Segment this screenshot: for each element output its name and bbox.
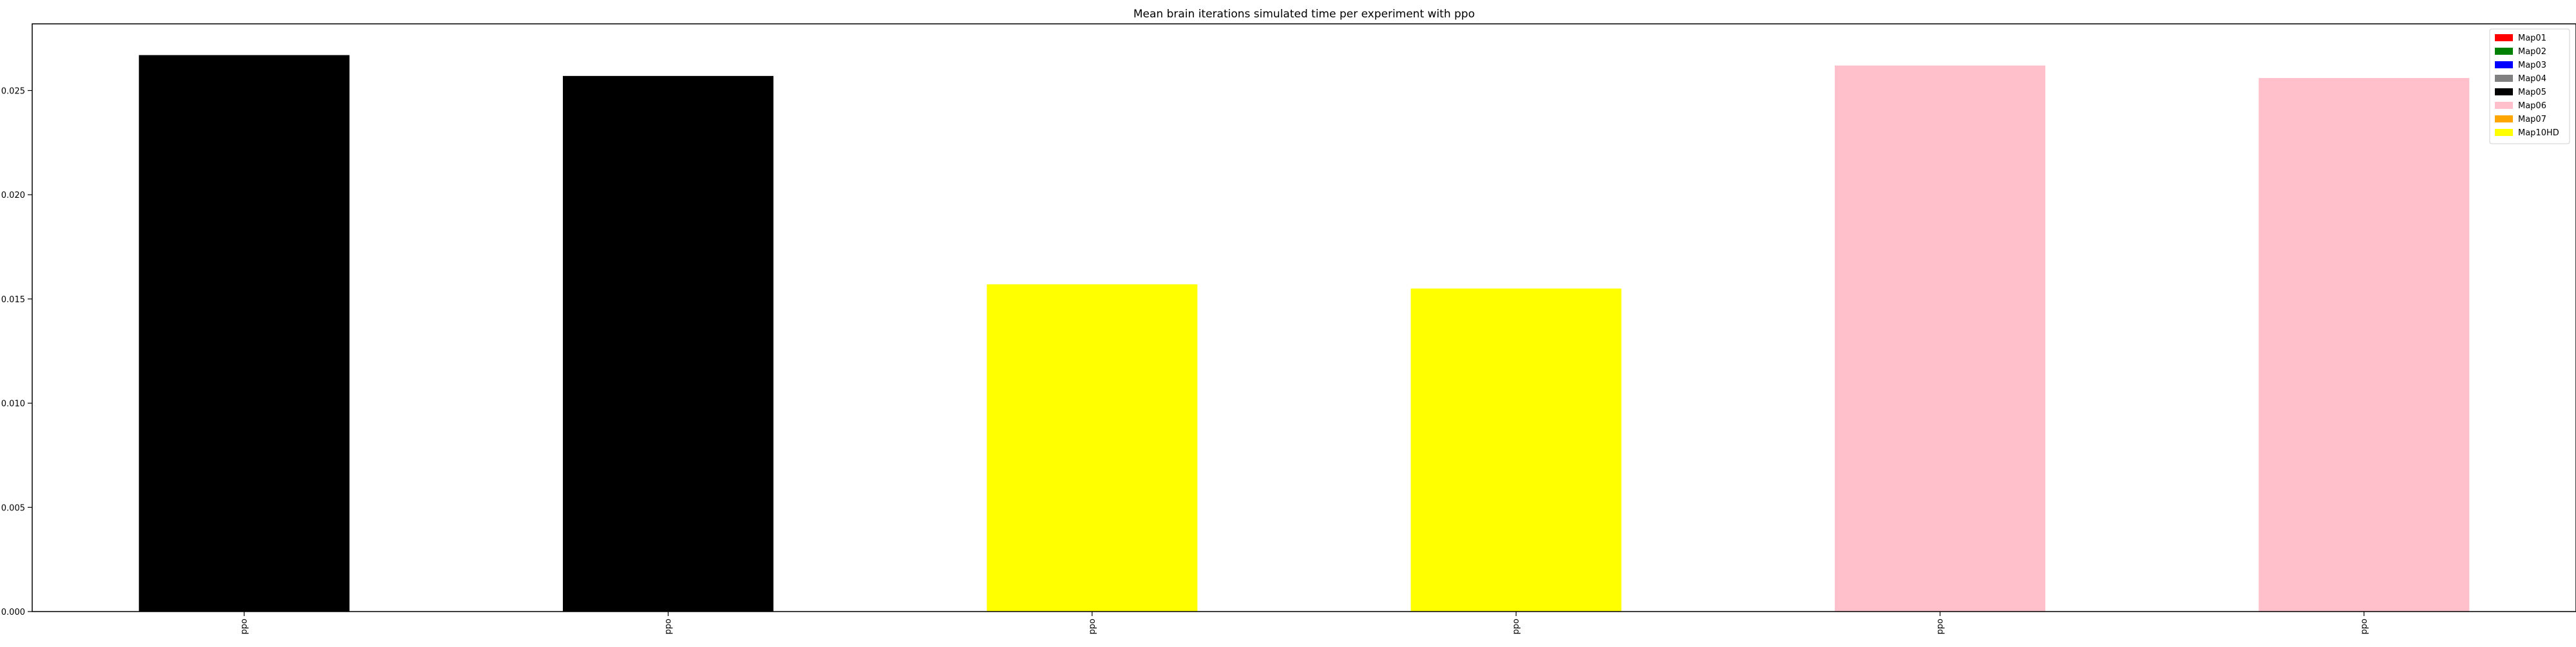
legend-swatch	[2495, 102, 2513, 109]
bar-3	[987, 284, 1198, 612]
bar-4	[1410, 288, 1622, 612]
legend-label: Map02	[2518, 47, 2546, 57]
y-tick-label: 0.000	[1, 608, 25, 617]
y-tick-label: 0.005	[1, 503, 25, 513]
bar-1	[138, 55, 350, 612]
legend-swatch	[2495, 61, 2513, 68]
plot-frame	[32, 23, 2576, 612]
y-tick-label: 0.020	[1, 191, 25, 200]
x-tick-label: ppo	[1936, 619, 1946, 635]
legend-label: Map05	[2518, 88, 2546, 97]
bar-5	[1835, 65, 2045, 612]
legend-label: Map06	[2518, 101, 2546, 111]
legend-swatch	[2495, 115, 2513, 122]
legend-label: Map10HD	[2518, 128, 2559, 138]
y-axis: 0.000 0.005 0.010 0.015 0.020 0.025	[1, 86, 32, 617]
x-tick-label: ppo	[1088, 619, 1097, 635]
bar-6	[2259, 78, 2470, 612]
legend-label: Map07	[2518, 115, 2546, 124]
legend-box	[2489, 28, 2570, 144]
x-tick-label: ppo	[664, 619, 674, 635]
x-axis: ppo ppo ppo ppo ppo ppo	[240, 612, 2369, 634]
chart-title: Mean brain iterations simulated time per…	[1133, 8, 1475, 21]
legend-label: Map04	[2518, 74, 2546, 84]
x-tick-label: ppo	[240, 619, 249, 635]
y-tick-label: 0.025	[1, 86, 25, 96]
legend-swatch	[2495, 75, 2513, 82]
legend-swatch	[2495, 88, 2513, 95]
y-tick-label: 0.015	[1, 295, 25, 305]
legend-label: Map01	[2518, 34, 2546, 43]
bars-layer	[138, 55, 2470, 612]
bar-2	[563, 75, 773, 612]
legend-swatch	[2495, 34, 2513, 41]
legend-swatch	[2495, 48, 2513, 55]
y-tick-label: 0.010	[1, 400, 25, 409]
legend: Map01 Map02 Map03 Map04 Map05 Map06 Map07 Map10…	[2489, 28, 2570, 144]
legend-label: Map03	[2518, 61, 2546, 70]
x-tick-label: ppo	[2360, 619, 2369, 635]
x-tick-label: ppo	[1511, 619, 1521, 635]
legend-swatch	[2495, 129, 2513, 136]
